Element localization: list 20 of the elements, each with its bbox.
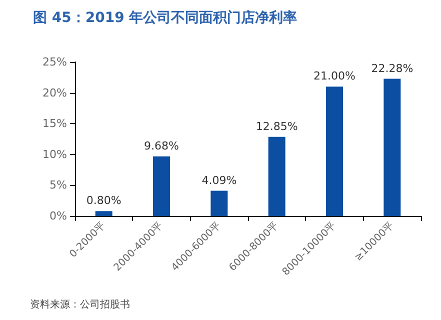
bar [95,211,112,216]
text: 资料来源：公司招股书 [30,298,130,310]
data-label: 12.85% [256,120,298,133]
bar [326,86,343,216]
bar [153,156,170,216]
bar [268,136,286,216]
y-tick-label: 10% [42,148,67,161]
data-label: 9.68% [144,139,179,152]
y-tick-label: 20% [42,86,67,100]
bar [210,190,228,216]
y-tick-label: 0% [50,210,67,222]
data-label: 22.28% [371,62,414,75]
data-label: 4.09% [202,174,237,187]
data-label: 21.00% [314,70,356,83]
chart-title: 图 45：2019 年公司不同面积门店净利率 [33,9,298,26]
y-tick-label: 5% [50,178,67,192]
data-label: 0.80% [86,194,122,208]
bar [384,78,401,216]
y-tick-label: 15% [42,117,67,130]
y-tick-label: 25% [42,56,67,68]
